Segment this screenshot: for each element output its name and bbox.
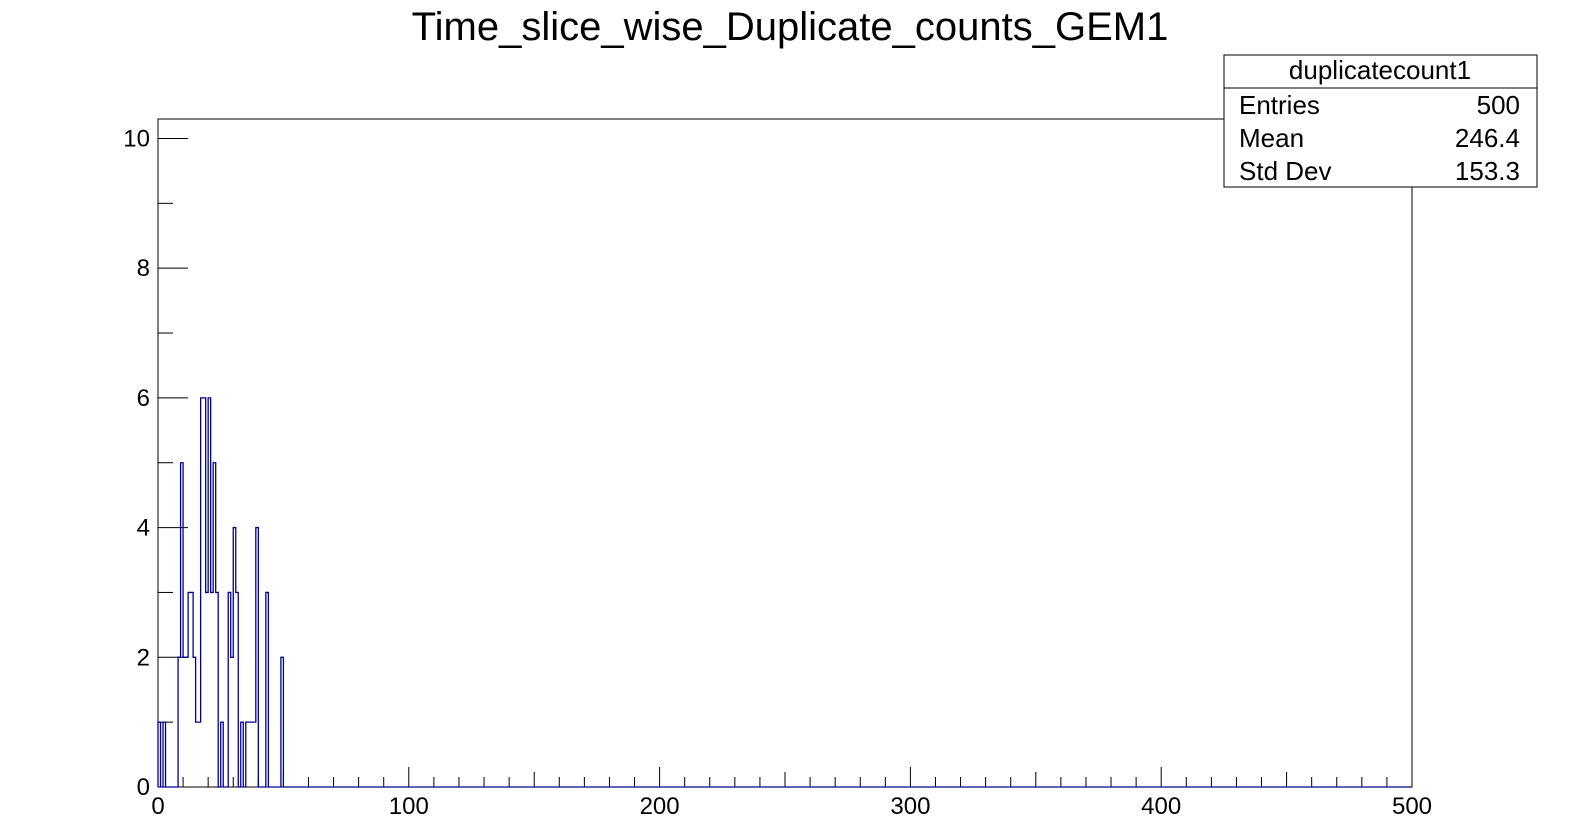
x-tick-label: 300 (890, 793, 930, 820)
stats-entries-label: Entries (1239, 90, 1320, 120)
plot-frame (157, 118, 1413, 788)
x-tick-label: 400 (1141, 793, 1181, 820)
stats-box-name: duplicatecount1 (1289, 55, 1471, 85)
x-tick-label: 500 (1392, 793, 1432, 820)
stats-mean-label: Mean (1239, 123, 1304, 153)
y-tick-label: 4 (137, 515, 150, 542)
stats-stddev-value: 153.3 (1455, 156, 1520, 186)
y-tick-label: 8 (137, 255, 150, 282)
stats-box-frame (1223, 54, 1538, 188)
y-tick-label: 6 (137, 385, 150, 412)
chart-title: Time_slice_wise_Duplicate_counts_GEM1 (412, 5, 1169, 49)
stats-mean-value: 246.4 (1455, 123, 1520, 153)
x-tick-label: 100 (389, 793, 429, 820)
x-tick-label: 200 (640, 793, 680, 820)
y-tick-label: 10 (123, 125, 150, 152)
x-tick-label: 0 (151, 793, 164, 820)
y-tick-label: 0 (137, 774, 150, 801)
stats-entries-value: 500 (1477, 90, 1520, 120)
y-tick-label: 2 (137, 644, 150, 671)
stats-stddev-label: Std Dev (1239, 156, 1332, 186)
stats-box: duplicatecount1 Entries 500 Mean 246.4 S… (1223, 54, 1538, 188)
x-axis: 0 100 200 300 400 500 (151, 767, 1432, 820)
histogram-series-line (157, 397, 1412, 788)
y-axis: 0 2 4 6 8 10 (123, 125, 188, 801)
